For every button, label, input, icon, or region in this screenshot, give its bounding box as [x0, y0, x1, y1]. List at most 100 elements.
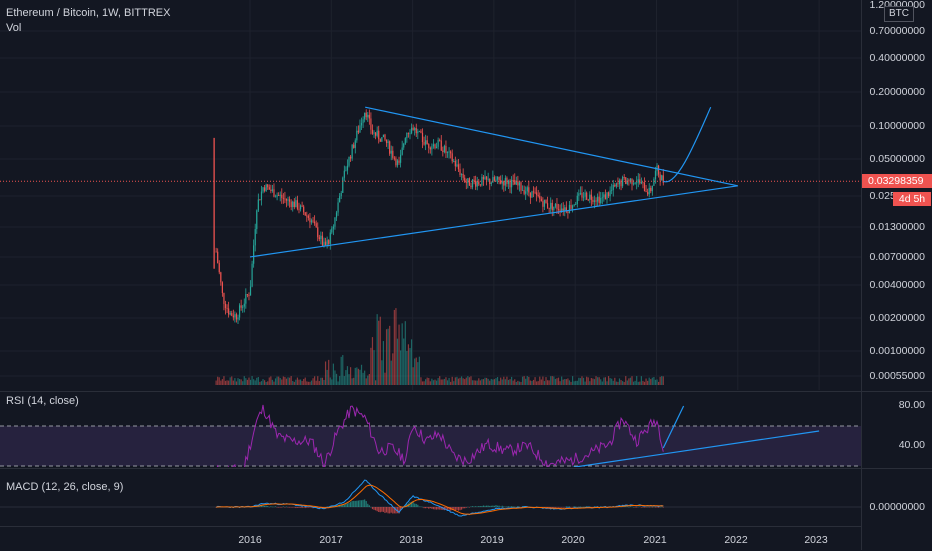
volume-bar	[528, 376, 530, 385]
volume-bar	[504, 379, 506, 385]
volume-bar	[295, 379, 297, 385]
macd-histogram-bar	[511, 506, 513, 507]
volume-bar	[487, 378, 489, 385]
macd-histogram-bar	[628, 506, 630, 508]
macd-histogram-bar	[354, 500, 356, 507]
volume-bar	[228, 380, 230, 385]
candle-body	[518, 182, 521, 186]
macd-histogram-bar	[387, 507, 389, 514]
volume-bar	[303, 378, 305, 385]
volume-bar	[507, 379, 510, 385]
macd-histogram-bar	[271, 506, 274, 508]
volume-bar	[459, 377, 461, 385]
volume-bar	[648, 377, 650, 385]
candle-body	[417, 131, 419, 134]
candle-body	[571, 205, 574, 209]
volume-bar	[332, 363, 334, 385]
volume-bar	[335, 373, 338, 385]
macd-histogram-bar	[379, 507, 381, 513]
time-axis[interactable]: 2016 2017 2018 2019 2020 2021 2022 2023	[0, 526, 861, 551]
candle-body	[234, 314, 236, 318]
candle-body	[324, 241, 327, 245]
volume-bar	[454, 377, 456, 385]
macd-histogram-bar	[326, 506, 328, 508]
candle-body	[615, 183, 617, 187]
candle-body	[271, 189, 274, 191]
macd-pane[interactable]: MACD (12, 26, close, 9)	[0, 469, 861, 525]
rsi-pane[interactable]: RSI (14, close)	[0, 392, 861, 467]
volume-bar	[595, 376, 597, 385]
price-chart[interactable]	[0, 0, 861, 390]
candle-body	[381, 137, 383, 142]
bar-countdown-label: 4d 5h	[893, 192, 931, 206]
candle-body	[307, 215, 309, 218]
candle-body	[545, 199, 547, 204]
volume-bar	[365, 378, 367, 385]
macd-histogram-bar	[259, 505, 261, 507]
macd-histogram-bar	[623, 506, 625, 508]
macd-histogram-bar	[431, 507, 433, 509]
volume-bar	[353, 377, 355, 385]
volume-legend[interactable]: Vol	[6, 22, 22, 34]
candle-body	[409, 133, 411, 135]
candle-body	[517, 181, 519, 186]
volume-bar	[450, 381, 452, 385]
macd-histogram-bar	[384, 507, 386, 514]
candle-body	[590, 194, 592, 200]
candle-body	[648, 187, 650, 195]
volume-bar	[334, 370, 336, 385]
currency-button[interactable]: BTC	[884, 6, 914, 22]
volume-bar	[240, 379, 242, 385]
volume-bar	[360, 364, 363, 385]
volume-bar	[500, 377, 502, 385]
macd-histogram-bar	[382, 507, 385, 512]
macd-histogram-bar	[265, 505, 267, 507]
volume-bar	[378, 320, 380, 385]
price-axis[interactable]: 1.20000000 0.70000000 0.40000000 0.20000…	[861, 0, 932, 550]
candle-body	[357, 130, 359, 133]
rsi-chart[interactable]	[0, 392, 861, 467]
candle-body	[429, 147, 431, 150]
volume-bar	[278, 376, 280, 385]
price-pane[interactable]: Ethereum / Bitcoin, 1W, BITTREX Vol	[0, 0, 861, 390]
volume-bar	[304, 377, 306, 385]
pane-separator[interactable]	[0, 468, 932, 469]
macd-histogram-bar	[362, 499, 364, 507]
macd-legend[interactable]: MACD (12, 26, close, 9)	[6, 481, 124, 493]
rsi-legend[interactable]: RSI (14, close)	[6, 395, 79, 407]
macd-histogram-bar	[582, 506, 585, 508]
candle-body	[600, 198, 602, 204]
macd-histogram-bar	[432, 507, 435, 510]
candle-body	[617, 183, 619, 185]
macd-histogram-bar	[385, 507, 388, 513]
volume-bar	[545, 377, 547, 385]
candle-body	[626, 180, 628, 184]
volume-bar	[475, 380, 477, 385]
volume-bar	[282, 376, 284, 385]
candle-body	[601, 197, 603, 199]
candle-body	[550, 202, 552, 209]
symbol-legend[interactable]: Ethereum / Bitcoin, 1W, BITTREX	[6, 7, 171, 19]
macd-histogram-bar	[417, 504, 419, 507]
candle-body	[506, 177, 508, 184]
volume-bar	[254, 380, 256, 385]
candle-body	[395, 158, 397, 166]
macd-histogram-bar	[348, 502, 350, 507]
candle-body	[398, 160, 400, 163]
macd-histogram-bar	[562, 507, 564, 508]
candle-body	[281, 194, 283, 198]
macd-chart[interactable]	[0, 469, 861, 525]
volume-bar	[420, 377, 422, 385]
candle-body	[329, 232, 331, 244]
candle-body	[554, 203, 556, 207]
macd-histogram-bar	[307, 507, 309, 508]
candle-body	[243, 303, 245, 307]
volume-bar	[570, 381, 572, 385]
volume-bar	[578, 377, 580, 385]
macd-histogram-bar	[489, 505, 491, 507]
volume-bar	[340, 356, 342, 385]
volume-bar	[546, 380, 549, 385]
pane-separator[interactable]	[0, 391, 932, 392]
volume-bar	[593, 379, 596, 385]
candle-body	[367, 114, 369, 118]
